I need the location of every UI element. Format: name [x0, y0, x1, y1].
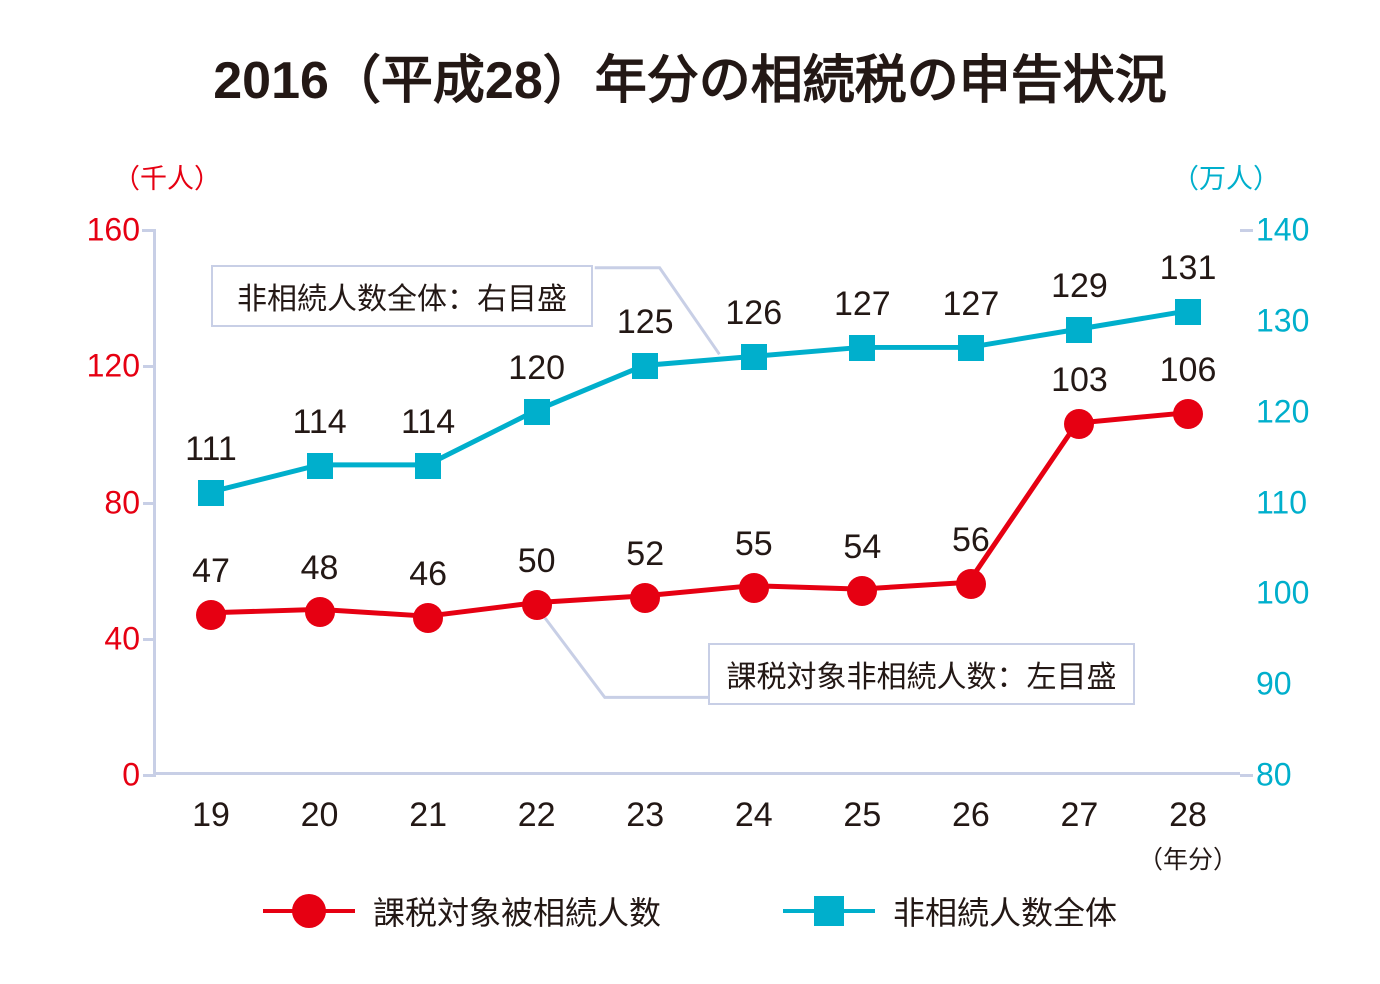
square-marker-icon [849, 335, 876, 362]
callout-left-scale: 課税対象非相続人数：左目盛 [708, 643, 1135, 705]
series-lines [210, 308, 1186, 619]
data-label: 54 [843, 528, 882, 567]
legend-label: 非相続人数全体 [893, 895, 1118, 931]
x-axis-unit-label: （年分） [1137, 846, 1239, 874]
x-axis-tick-label: 24 [734, 796, 773, 834]
left-axis-tick-mark [143, 774, 156, 777]
right-axis-tick-label: 100 [1256, 574, 1310, 611]
x-axis-tick-label: 27 [1060, 796, 1099, 834]
data-label: 126 [725, 294, 783, 333]
legend-glyph [262, 894, 355, 928]
x-axis-tick-label: 28 [1169, 796, 1207, 834]
data-label: 103 [1051, 361, 1108, 400]
square-marker-icon [1175, 298, 1201, 325]
square-marker-icon [632, 353, 659, 380]
circle-marker-icon [955, 569, 986, 600]
right-axis-tick-label: 80 [1256, 756, 1292, 793]
square-marker-icon [306, 453, 333, 480]
x-axis-tick-label: 23 [626, 796, 665, 834]
data-label: 111 [185, 430, 237, 469]
legend-item[interactable]: 課税対象被相続人数 [262, 888, 661, 934]
data-label: 131 [1159, 248, 1217, 287]
page-title: 2016（平成28）年分の相続税の申告状況 [213, 52, 1167, 110]
right-axis-tick-label: 90 [1256, 665, 1292, 702]
square-marker-icon [1066, 316, 1093, 343]
x-axis-tick-label: 19 [192, 796, 230, 834]
data-label: 50 [517, 541, 556, 580]
legend-label: 課税対象被相続人数 [372, 895, 661, 931]
connector-left-scale [543, 616, 720, 699]
data-label: 52 [626, 534, 665, 573]
data-label: 114 [401, 403, 456, 442]
left-axis-tick-label: 160 [86, 211, 140, 248]
left-axis-tick-mark [143, 365, 156, 369]
left-axis-unit-label: （千人） [113, 164, 221, 194]
right-axis-tick-label: 110 [1256, 484, 1308, 520]
circle-marker-icon [413, 603, 444, 634]
data-label: 129 [1051, 266, 1108, 305]
square-marker-icon [415, 453, 442, 480]
callout-right-scale: 非相続人数全体：右目盛 [211, 265, 593, 327]
data-label: 125 [616, 303, 674, 342]
chart-legend: 課税対象被相続人数 非相続人数全体 [0, 888, 1380, 934]
data-label: 47 [192, 551, 230, 590]
right-axis-tick-mark [1240, 774, 1253, 777]
left-axis-tick-label: 80 [104, 484, 140, 520]
x-axis-tick-label: 21 [409, 796, 448, 834]
left-axis-tick-label: 0 [122, 756, 140, 793]
right-axis-tick-label: 140 [1256, 211, 1310, 248]
circle-marker-icon [291, 894, 326, 928]
data-label: 127 [833, 285, 891, 324]
right-axis-tick-label: 130 [1256, 302, 1310, 339]
data-label: 114 [292, 403, 347, 442]
circle-marker-icon [1173, 398, 1203, 429]
plot-area: 0 40 80 120 160 80 90 100 110 120 130 140 19 20 21 22… [87, 212, 1310, 875]
connector-right-scale [594, 266, 721, 356]
legend-item[interactable]: 非相続人数全体 [783, 888, 1117, 934]
square-marker-icon [740, 344, 767, 371]
data-label: 48 [300, 548, 339, 587]
data-label: 56 [951, 521, 990, 560]
circle-marker-icon [521, 589, 552, 620]
right-axis-unit-label: （万人） [1172, 164, 1280, 194]
circle-marker-icon [847, 576, 878, 607]
left-axis-tick-mark [143, 229, 156, 232]
left-axis-tick-mark [143, 501, 156, 505]
legend-glyph [783, 894, 875, 928]
data-label: 46 [409, 555, 448, 594]
circle-marker-icon [196, 599, 226, 630]
data-label: 127 [942, 285, 1000, 324]
series-line-right [210, 308, 1186, 495]
x-axis-tick-label: 22 [517, 796, 556, 834]
square-marker-icon [814, 896, 844, 926]
right-axis-tick-mark [1240, 229, 1253, 232]
circle-marker-icon [304, 596, 335, 627]
left-axis-tick-label: 120 [86, 347, 140, 384]
left-axis-tick-mark [143, 637, 156, 641]
right-axis-tick-label: 120 [1256, 393, 1310, 430]
x-axis-tick-label: 26 [951, 796, 990, 834]
circle-marker-icon [630, 582, 661, 613]
square-marker-icon [198, 480, 224, 507]
circle-marker-icon [1064, 409, 1095, 440]
data-label: 106 [1159, 350, 1217, 389]
callout-connectors [543, 266, 721, 699]
x-axis-tick-label: 25 [843, 796, 882, 834]
data-label: 120 [508, 348, 566, 387]
square-marker-icon [957, 335, 984, 362]
circle-marker-icon [738, 572, 769, 603]
square-marker-icon [523, 398, 550, 425]
left-axis-tick-label: 40 [104, 620, 140, 657]
series-line-left [210, 410, 1186, 619]
data-label: 55 [734, 524, 773, 563]
x-axis-tick-label: 20 [300, 796, 339, 834]
